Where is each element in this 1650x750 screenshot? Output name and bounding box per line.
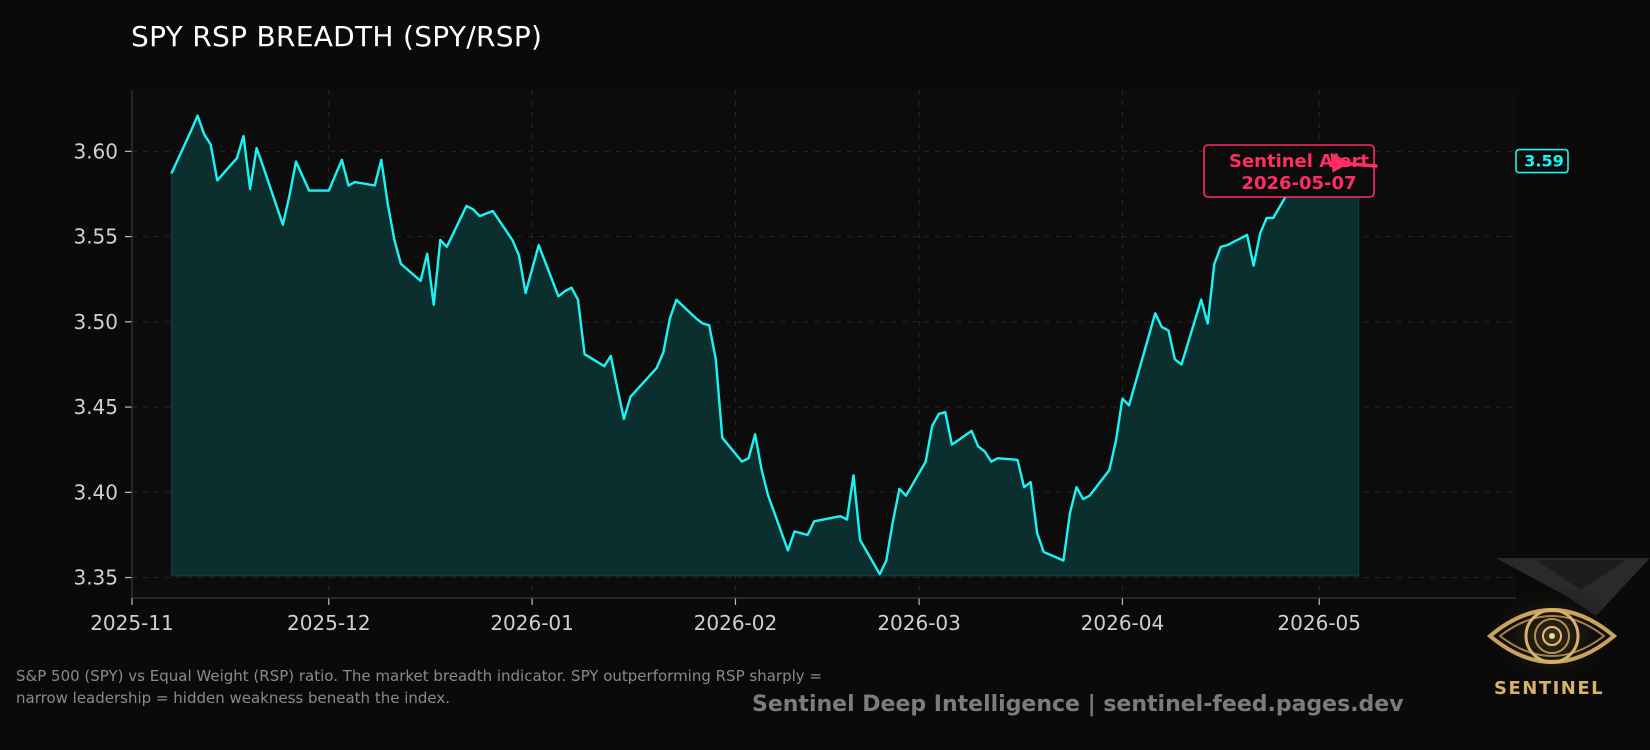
alert-date: 2026-05-07 (1241, 173, 1356, 194)
chart-title: SPY RSP BREADTH (SPY/RSP) (131, 20, 543, 53)
chart-caption: S&P 500 (SPY) vs Equal Weight (RSP) rati… (16, 667, 822, 707)
x-tick-label: 2026-04 (1081, 611, 1165, 635)
x-tick-label: 2025-12 (287, 611, 371, 635)
x-tick-label: 2026-03 (877, 611, 961, 635)
y-tick-label: 3.45 (73, 395, 118, 419)
x-tick-label: 2026-01 (490, 611, 574, 635)
y-tick-label: 3.55 (73, 225, 118, 249)
axes (125, 90, 1516, 605)
logo-text: SENTINEL (1494, 678, 1605, 699)
last-value-label: 3.59 (1524, 152, 1563, 171)
footer-credit: Sentinel Deep Intelligence | sentinel-fe… (752, 692, 1404, 717)
x-tick-label: 2026-02 (694, 611, 778, 635)
x-tick-label: 2026-05 (1277, 611, 1361, 635)
y-tick-label: 3.40 (73, 480, 118, 504)
y-tick-label: 3.35 (73, 566, 118, 590)
last-value-badge (1515, 148, 1569, 174)
y-tick-label: 3.60 (73, 139, 118, 163)
x-tick-label: 2025-11 (90, 611, 174, 635)
series-line (170, 114, 1359, 576)
alert-arrowhead (1330, 152, 1351, 173)
y-tick-label: 3.50 (73, 310, 118, 334)
eye-icon (1476, 556, 1650, 706)
tick-labels: 3.35 3.40 3.45 3.50 3.55 3.60 2025-11 2025-12 20… (73, 139, 1361, 635)
